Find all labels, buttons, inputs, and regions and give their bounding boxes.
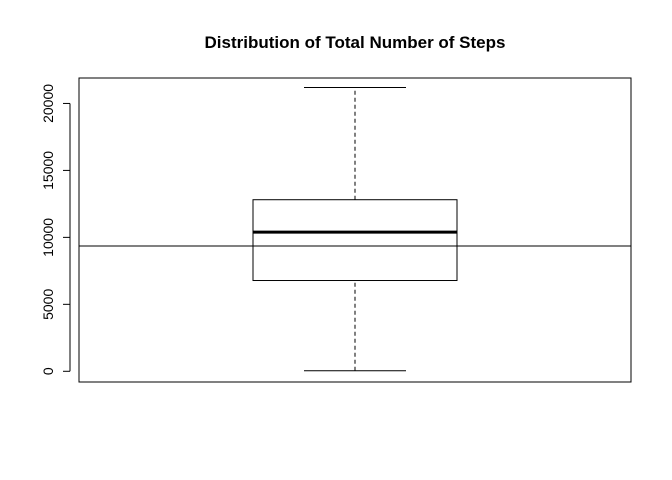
y-tick-label: 5000 bbox=[40, 289, 56, 320]
y-tick-label: 0 bbox=[40, 367, 56, 375]
y-tick-label: 15000 bbox=[40, 151, 56, 190]
iqr-box bbox=[252, 199, 458, 282]
y-axis: 0 5000 10000 15000 20000 bbox=[40, 84, 71, 375]
chart-title: Distribution of Total Number of Steps bbox=[205, 33, 506, 52]
plot-frame bbox=[78, 77, 632, 383]
y-tick-label: 20000 bbox=[40, 84, 56, 123]
box-plot bbox=[252, 86, 458, 372]
y-tick-label: 10000 bbox=[40, 218, 56, 257]
